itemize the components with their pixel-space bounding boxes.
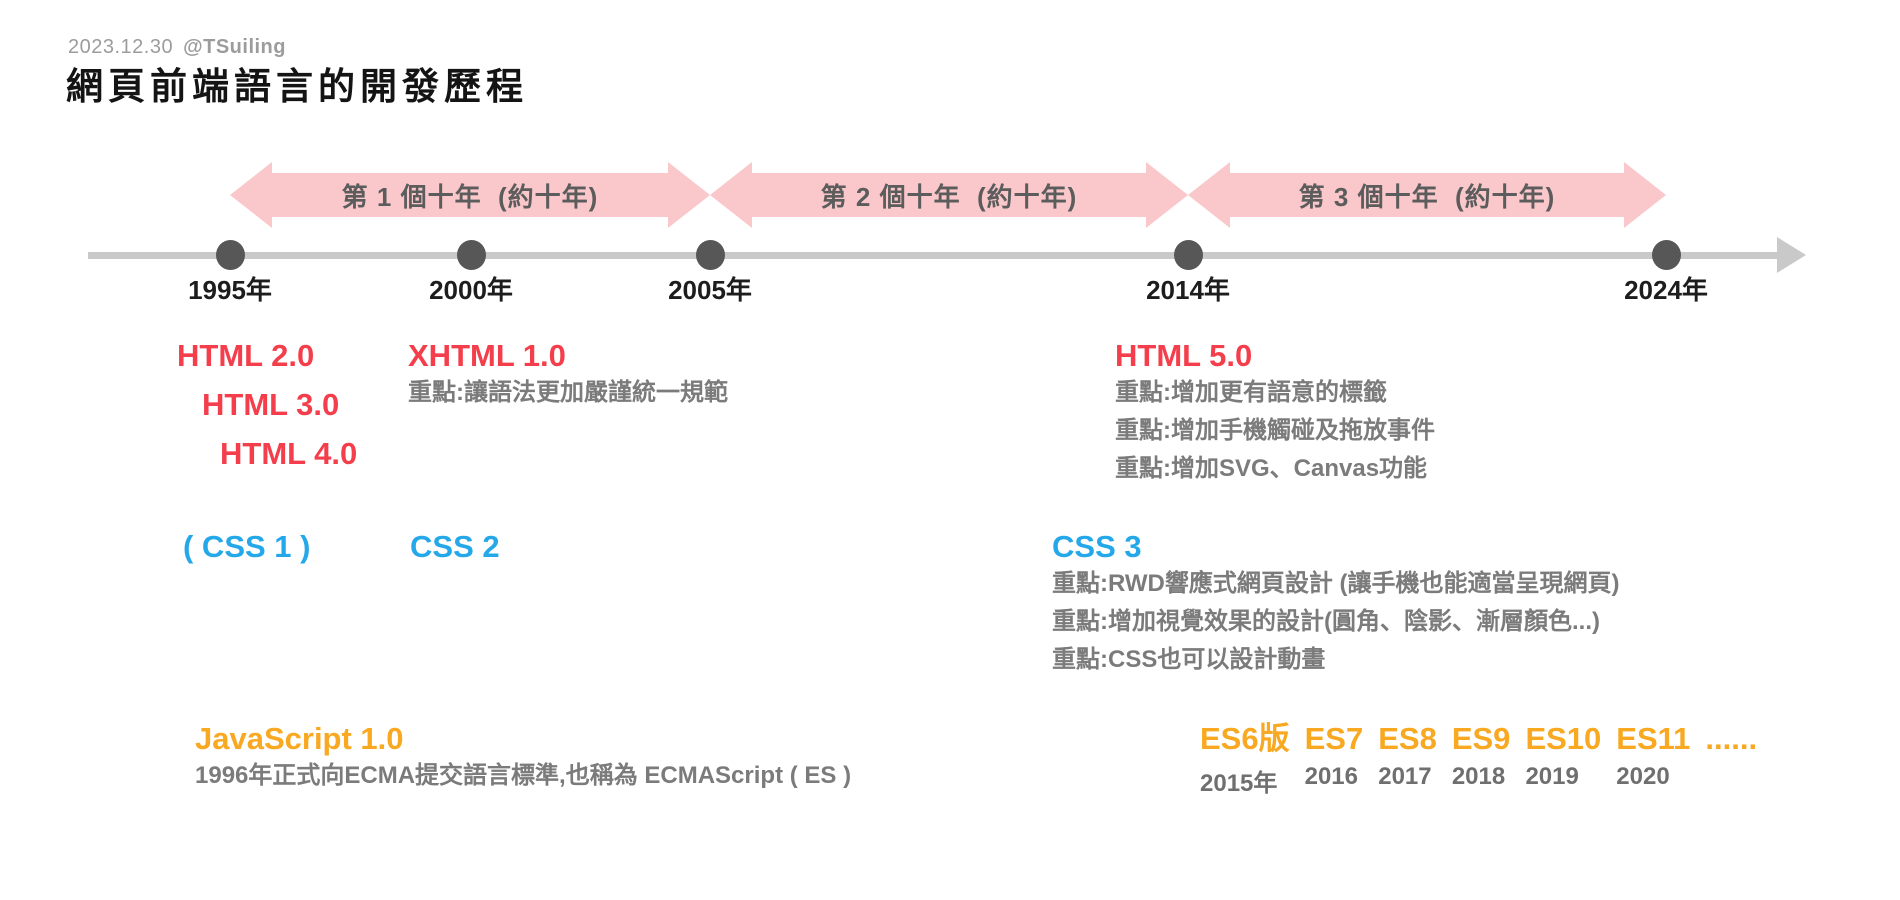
css3-note-1: 重點:RWD響應式網頁設計 (讓手機也能適當呈現網頁) (1052, 570, 1620, 597)
timeline-dot-2005 (696, 240, 725, 270)
es10-label: ES10 (1525, 721, 1602, 756)
css1-label: ( CSS 1 ) (183, 529, 311, 564)
css3-note-2: 重點:增加視覺效果的設計(圓角、陰影、漸層顏色...) (1052, 608, 1600, 635)
css3-note-3: 重點:CSS也可以設計動畫 (1052, 646, 1326, 673)
html2-label: HTML 2.0 (177, 338, 315, 373)
html5-block: HTML 5.0 重點:增加更有語意的標籤 重點:增加手機觸碰及拖放事件 重點:… (1115, 337, 1435, 488)
es-more-label: ...... (1705, 721, 1758, 756)
timeline-year-label-2014: 2014年 (1146, 275, 1230, 305)
es9-year: 2018 (1451, 763, 1506, 790)
es10-year: 2019 (1525, 763, 1579, 790)
es-col-es10: ES10 2019 (1525, 720, 1601, 791)
javascript-note: 1996年正式向ECMA提交語言標準,也稱為 ECMAScript ( ES ) (195, 762, 852, 789)
es6-label: ES6版 (1200, 721, 1290, 756)
es-col-es8: ES8 2017 (1378, 720, 1437, 791)
javascript-block: JavaScript 1.0 1996年正式向ECMA提交語言標準,也稱為 EC… (195, 720, 851, 795)
es8-year: 2017 (1378, 763, 1432, 790)
es6-year: 2015年 (1200, 770, 1278, 797)
es11-label: ES11 (1616, 721, 1691, 756)
date-line: 2023.12.30 @TSuiling (68, 36, 286, 59)
html4-label: HTML 4.0 (220, 436, 358, 471)
timeline-dot-1995 (216, 240, 245, 270)
arrow-right-head-icon (1146, 162, 1188, 228)
css3-block: CSS 3 重點:RWD響應式網頁設計 (讓手機也能適當呈現網頁) 重點:增加視… (1052, 528, 1620, 679)
timeline-year-label-2024: 2024年 (1624, 275, 1708, 305)
arrow-right-head-icon (1624, 162, 1666, 228)
timeline-year-label-1995: 1995年 (188, 275, 272, 305)
timeline-year-label-2000: 2000年 (429, 275, 513, 305)
timeline-year-label-2005: 2005年 (668, 275, 752, 305)
author-handle: @TSuiling (183, 36, 286, 58)
decade-arrow-2-band: 第 2 個十年 (約十年) (752, 173, 1146, 217)
timeline-arrowhead-icon (1777, 237, 1806, 273)
es7-label: ES7 (1304, 721, 1364, 756)
es8-label: ES8 (1378, 721, 1437, 756)
decade-arrow-3-band: 第 3 個十年 (約十年) (1230, 173, 1624, 217)
html3-label: HTML 3.0 (202, 387, 340, 422)
decade-arrow-1-band: 第 1 個十年 (約十年) (272, 173, 668, 217)
decade-arrow-3-label: 第 3 個十年 (約十年) (1298, 181, 1556, 212)
css3-title: CSS 3 (1052, 529, 1142, 564)
timeline-dot-2024 (1652, 240, 1681, 270)
decade-arrow-2: 第 2 個十年 (約十年) (710, 162, 1188, 228)
arrow-left-head-icon (1188, 162, 1230, 228)
timeline-axis (88, 252, 1780, 259)
es11-year: 2020 (1616, 763, 1670, 790)
decade-arrow-3: 第 3 個十年 (約十年) (1188, 162, 1666, 228)
es-col-es7: ES7 2016 (1305, 720, 1364, 791)
html5-note-2: 重點:增加手機觸碰及拖放事件 (1115, 417, 1435, 444)
html5-note-1: 重點:增加更有語意的標籤 (1115, 379, 1387, 406)
es-col-more: ...... (1705, 720, 1757, 763)
xhtml-title: XHTML 1.0 (408, 338, 566, 373)
es-col-es11: ES11 2020 (1616, 720, 1690, 791)
decade-arrow-1-label: 第 1 個十年 (約十年) (341, 181, 599, 212)
css2-label: CSS 2 (410, 529, 500, 564)
es9-label: ES9 (1451, 721, 1511, 756)
xhtml-note: 重點:讓語法更加嚴謹統一規範 (408, 379, 728, 406)
timeline-dot-2000 (457, 240, 486, 270)
page-title: 網頁前端語言的開發歷程 (66, 66, 528, 107)
arrow-left-head-icon (230, 162, 272, 228)
arrow-left-head-icon (710, 162, 752, 228)
es-col-es6: ES6版 2015年 (1200, 720, 1290, 798)
html5-note-3: 重點:增加SVG、Canvas功能 (1115, 455, 1428, 482)
decade-arrow-1: 第 1 個十年 (約十年) (230, 162, 710, 228)
arrow-right-head-icon (668, 162, 710, 228)
decade-arrow-2-label: 第 2 個十年 (約十年) (820, 181, 1078, 212)
html5-title: HTML 5.0 (1115, 338, 1253, 373)
xhtml-block: XHTML 1.0 重點:讓語法更加嚴謹統一規範 (408, 337, 728, 412)
date-text: 2023.12.30 (68, 36, 174, 58)
es7-year: 2016 (1304, 763, 1358, 790)
es-versions-row: ES6版 2015年 ES7 2016 ES8 2017 ES9 2018 ES… (1200, 720, 1772, 798)
es-col-es9: ES9 2018 (1452, 720, 1511, 791)
javascript-title: JavaScript 1.0 (195, 721, 404, 756)
timeline-dot-2014 (1174, 240, 1203, 270)
